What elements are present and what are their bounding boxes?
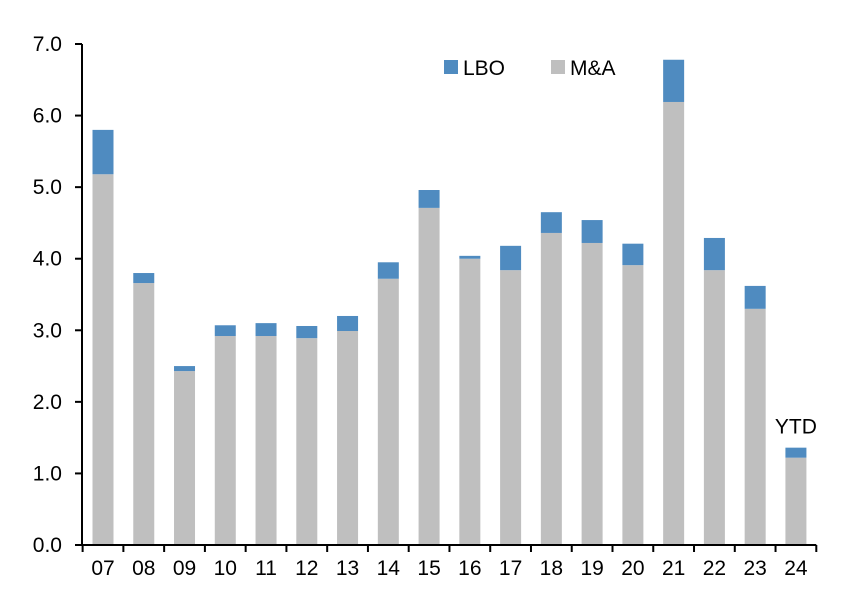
bar-lbo-24: [785, 447, 807, 458]
bar-ma-09: [174, 371, 196, 545]
y-tick-label-4.0: 4.0: [33, 248, 62, 271]
bar-ma-10: [214, 336, 236, 545]
bar-ma-16: [459, 258, 481, 545]
bar-ma-18: [540, 232, 562, 545]
bar-lbo-23: [744, 285, 766, 309]
bar-lbo-17: [500, 245, 522, 271]
bar-lbo-15: [418, 190, 440, 208]
x-tick-label-10: 10: [214, 557, 237, 580]
bar-ma-15: [418, 207, 440, 546]
bar-ma-14: [377, 278, 399, 545]
x-tick-label-08: 08: [132, 557, 155, 580]
legend-swatch-ma: [551, 60, 565, 74]
x-tick-label-17: 17: [499, 557, 522, 580]
y-tick-label-6.0: 6.0: [33, 105, 62, 128]
x-tick-label-22: 22: [703, 557, 726, 580]
annotation-ytd: YTD: [775, 416, 817, 439]
bar-ma-17: [500, 270, 522, 545]
bar-lbo-07: [92, 129, 114, 175]
bar-lbo-10: [214, 325, 236, 337]
y-tick-label-7.0: 7.0: [33, 33, 62, 56]
bar-ma-11: [255, 336, 277, 545]
x-tick-label-13: 13: [336, 557, 359, 580]
x-tick-label-11: 11: [255, 557, 277, 580]
bar-ma-20: [622, 265, 644, 545]
bar-lbo-20: [622, 243, 644, 266]
bar-lbo-21: [663, 59, 685, 102]
legend-swatch-lbo: [444, 60, 458, 74]
y-tick-label-1.0: 1.0: [33, 462, 62, 485]
x-tick-label-09: 09: [173, 557, 196, 580]
x-tick-label-07: 07: [91, 557, 114, 580]
bar-lbo-09: [174, 366, 196, 372]
legend-label-ma: M&A: [570, 57, 616, 80]
bar-ma-19: [581, 242, 603, 545]
x-tick-label-18: 18: [540, 557, 563, 580]
bar-lbo-12: [296, 325, 318, 339]
y-tick-label-5.0: 5.0: [33, 176, 62, 199]
legend-label-lbo: LBO: [463, 57, 505, 80]
bar-ma-21: [663, 101, 685, 546]
bar-lbo-14: [377, 262, 399, 279]
bar-lbo-16: [459, 255, 481, 259]
bar-lbo-19: [581, 220, 603, 243]
x-tick-label-16: 16: [458, 557, 481, 580]
x-tick-label-14: 14: [377, 557, 401, 580]
bar-ma-22: [703, 270, 725, 545]
bar-lbo-11: [255, 323, 277, 337]
y-tick-label-0.0: 0.0: [33, 534, 62, 557]
x-tick-label-21: 21: [662, 557, 685, 580]
y-tick-label-3.0: 3.0: [33, 319, 62, 342]
bar-ma-08: [133, 283, 155, 545]
x-tick-label-23: 23: [743, 557, 766, 580]
y-tick-label-2.0: 2.0: [33, 391, 62, 414]
bar-ma-23: [744, 308, 766, 545]
bar-ma-07: [92, 174, 114, 545]
x-tick-label-24: 24: [784, 557, 808, 580]
x-tick-label-12: 12: [295, 557, 318, 580]
legend: LBO M&A: [444, 57, 616, 80]
x-tick-label-19: 19: [580, 557, 603, 580]
bar-lbo-22: [703, 237, 725, 271]
x-tick-label-20: 20: [621, 557, 644, 580]
bar-ma-12: [296, 338, 318, 545]
bar-ma-13: [337, 331, 359, 545]
bar-lbo-18: [540, 212, 562, 233]
x-tick-label-15: 15: [417, 557, 440, 580]
bar-lbo-08: [133, 273, 155, 284]
bar-lbo-13: [337, 315, 359, 332]
bar-ma-24: [785, 457, 807, 545]
